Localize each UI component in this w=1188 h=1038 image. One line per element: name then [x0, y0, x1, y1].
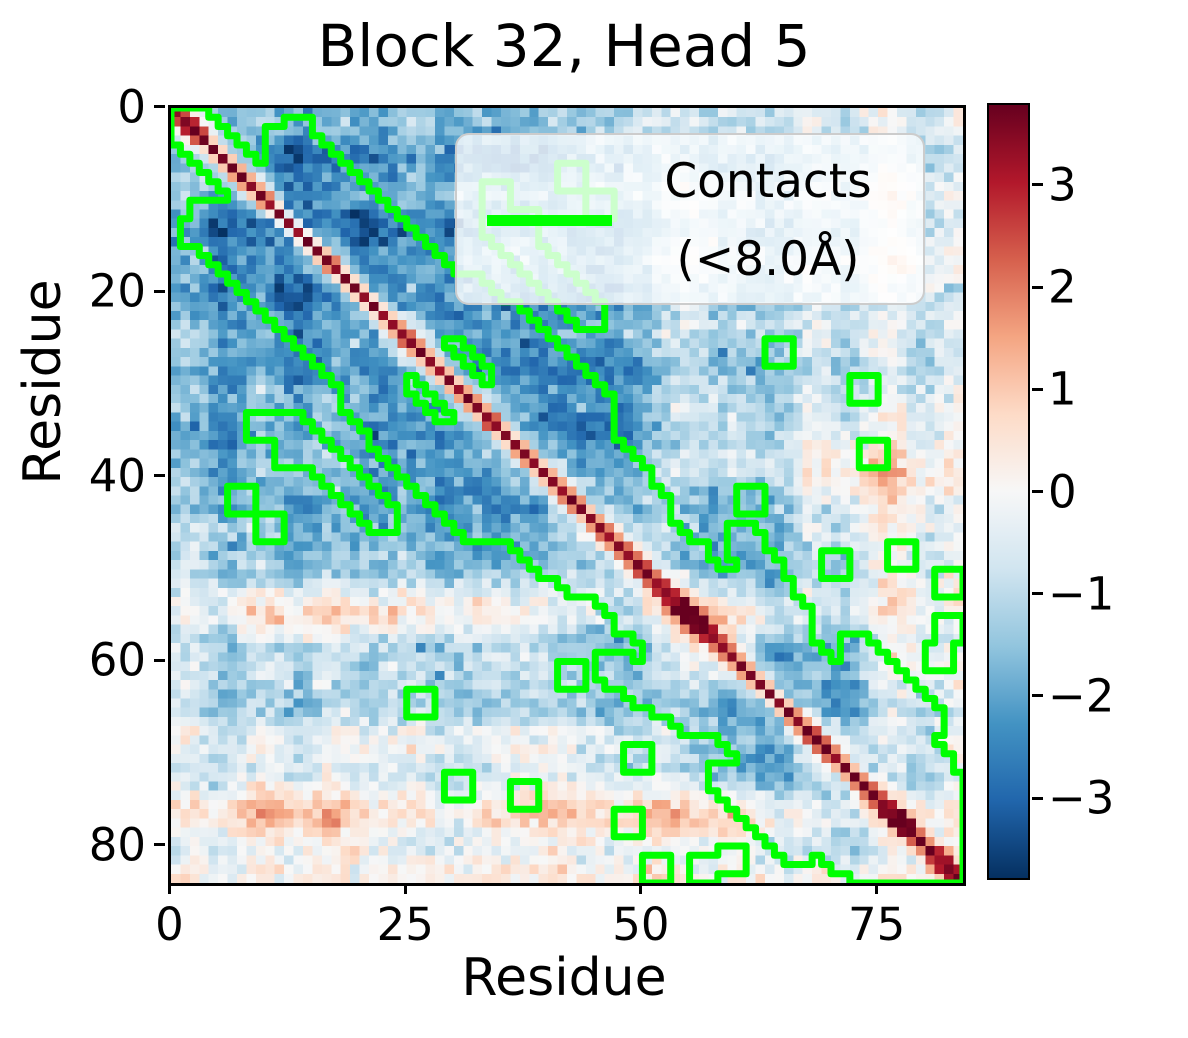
y-tick-mark [154, 105, 165, 108]
colorbar-tick-mark [1032, 387, 1043, 391]
legend-label-line2: (<8.0Å) [676, 232, 860, 287]
colorbar-gradient [989, 105, 1028, 878]
colorbar-tick-label: −1 [1048, 567, 1115, 621]
x-tick-mark [639, 883, 643, 894]
x-tick-mark [168, 883, 171, 894]
y-tick-mark [154, 474, 165, 478]
legend-label-line1: Contacts [664, 154, 872, 209]
y-tick-label: 80 [88, 818, 146, 872]
x-axis-label: Residue [461, 948, 667, 1008]
colorbar-tick-mark [1032, 183, 1043, 187]
colorbar-tick-label: 0 [1048, 465, 1077, 518]
y-tick-mark [154, 289, 165, 293]
legend-box: Contacts (<8.0Å) [455, 133, 925, 305]
colorbar-tick-mark [1032, 285, 1043, 289]
colorbar-tick-mark [1032, 796, 1043, 800]
colorbar-tick-label: −2 [1048, 669, 1115, 723]
x-tick-mark [875, 883, 879, 894]
colorbar-tick-label: 1 [1048, 362, 1077, 416]
contacts-legend-marker [487, 215, 612, 226]
y-tick-mark [154, 843, 165, 847]
y-tick-label: 20 [88, 264, 146, 318]
chart-title: Block 32, Head 5 [317, 12, 811, 80]
colorbar-tick-label: 2 [1048, 260, 1077, 314]
x-tick-label: 25 [376, 898, 434, 951]
x-tick-label: 0 [155, 898, 184, 951]
colorbar [987, 103, 1030, 880]
contacts-legend-label: Contacts (<8.0Å) [625, 143, 911, 299]
x-tick-label: 75 [848, 898, 906, 951]
y-tick-label: 40 [88, 449, 146, 503]
y-tick-label: 60 [88, 633, 146, 687]
colorbar-tick-label: −3 [1048, 771, 1115, 825]
x-tick-mark [403, 883, 407, 894]
y-tick-mark [154, 658, 165, 662]
colorbar-tick-mark [1032, 694, 1043, 698]
colorbar-tick-label: 3 [1048, 158, 1077, 212]
x-tick-label: 50 [612, 898, 670, 951]
colorbar-tick-mark [1032, 592, 1043, 596]
y-axis-label: Residue [13, 279, 73, 485]
y-tick-label: 0 [117, 80, 146, 133]
colorbar-tick-mark [1032, 490, 1043, 493]
